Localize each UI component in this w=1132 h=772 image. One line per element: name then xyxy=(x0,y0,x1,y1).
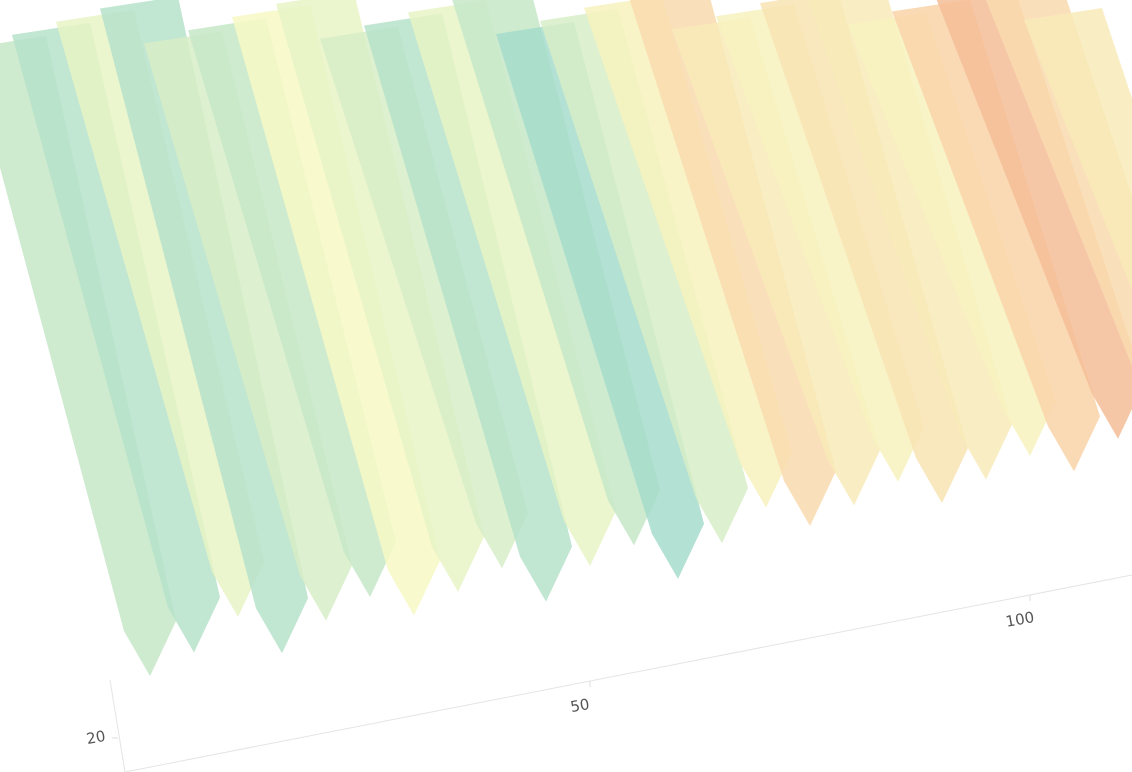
surface-ridge xyxy=(584,0,792,508)
surface-ridge xyxy=(1024,8,1132,290)
x-tick-label: 50 xyxy=(569,695,591,716)
surface-ridge xyxy=(848,12,1056,456)
surface-ridge xyxy=(408,0,616,567)
x-axis-line xyxy=(124,574,1132,772)
surface-ridge xyxy=(629,0,836,526)
surface-ridge xyxy=(144,31,352,621)
surface-ridge xyxy=(12,22,220,653)
surface-ridge xyxy=(100,0,308,654)
surface-ridge xyxy=(232,5,440,616)
surface-ridge xyxy=(807,0,1012,480)
surface-ridge xyxy=(496,22,704,579)
surface-ridge xyxy=(540,8,748,544)
surface-ridge xyxy=(892,0,1100,472)
surface-ridge xyxy=(672,17,880,506)
surface-ridge xyxy=(320,26,528,569)
y-axis-line xyxy=(109,679,126,772)
surface-ridge xyxy=(0,36,176,677)
surface xyxy=(0,0,1132,677)
surface-ridge xyxy=(276,0,484,592)
surface-ridge xyxy=(760,0,968,504)
surface-ridge xyxy=(452,0,660,546)
y-tick-label: 20 xyxy=(85,727,107,748)
surface-ridge xyxy=(188,18,396,598)
surface-ridge xyxy=(716,4,924,482)
surface-ridge xyxy=(936,0,1132,439)
surface-ridge xyxy=(364,13,572,602)
surface-ridge xyxy=(56,9,264,617)
x-tick-label: 100 xyxy=(1004,608,1035,631)
